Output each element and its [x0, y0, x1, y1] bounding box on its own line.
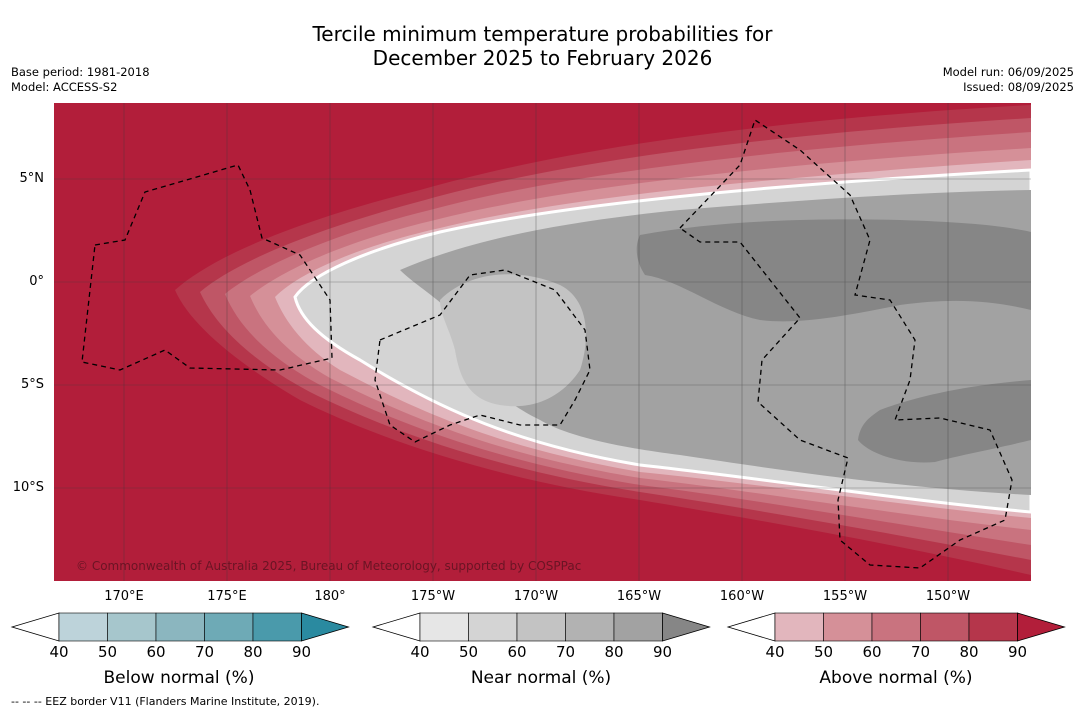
lon-label-155w: 155°W [822, 589, 868, 604]
lon-label-165w: 165°W [616, 589, 662, 604]
colorbar-tick-label: 50 [813, 643, 834, 661]
colorbar-segment [774, 612, 824, 642]
meta-right: Model run: 06/09/2025 Issued: 08/09/2025 [943, 65, 1074, 95]
colorbar-tick-label: 40 [49, 643, 69, 661]
near-band-90-upper [636, 219, 1031, 322]
colorbar-label-near: Near normal (%) [470, 668, 612, 688]
colorbar-extend-high [1017, 612, 1066, 642]
colorbar-tick-label: 90 [291, 643, 312, 661]
meta-left: Base period: 1981-2018 Model: ACCESS-S2 [11, 65, 150, 95]
colorbar-label-above: Above normal (%) [819, 668, 973, 688]
graticule [54, 103, 1031, 581]
colorbar-tick-label: 90 [1007, 643, 1028, 661]
eez-borders [81, 118, 1013, 569]
colorbar-segment [968, 612, 1018, 642]
lon-label-175e: 175°E [207, 589, 247, 604]
colorbar-segment [204, 612, 254, 642]
colorbar-tick-label: 50 [458, 643, 479, 661]
colorbar-segment [252, 612, 302, 642]
colorbar-tick-label: 50 [97, 643, 118, 661]
colorbar-tick-label: 90 [652, 643, 673, 661]
lat-label-10s: 10°S [12, 480, 44, 495]
copyright-notice: © Commonwealth of Australia 2025, Bureau… [76, 559, 581, 573]
lon-label-150w: 150°W [925, 589, 971, 604]
eez-legend-note: -- -- -- EEZ border V11 (Flanders Marine… [11, 695, 320, 708]
colorbar-tick-label: 80 [959, 643, 979, 661]
colorbar-extend-low [371, 612, 421, 642]
colorbar-segment [155, 612, 205, 642]
colorbar-tick-label: 80 [243, 643, 263, 661]
near-band-60-patch [440, 274, 586, 407]
colorbar-tick-label: 40 [410, 643, 430, 661]
colorbar-segment [613, 612, 663, 642]
lon-label-170e: 170°E [104, 589, 144, 604]
colorbar-extend-low [10, 612, 60, 642]
colorbar-2 [726, 612, 1066, 642]
colorbar-segment [823, 612, 873, 642]
lon-label-180: 180° [314, 589, 346, 604]
map-field: © Commonwealth of Australia 2025, Bureau… [54, 103, 1031, 581]
map-title-line1: Tercile minimum temperature probabilitie… [312, 22, 773, 46]
colorbar-1 [371, 612, 711, 642]
colorbar-0 [10, 612, 350, 642]
model-name: Model: ACCESS-S2 [11, 80, 118, 94]
colorbar-tick-label: 60 [146, 643, 166, 661]
colorbar-segment [871, 612, 921, 642]
colorbar-tick-label: 70 [555, 643, 576, 661]
colorbar-segment [565, 612, 615, 642]
colorbar-tick-label: 70 [910, 643, 931, 661]
base-period: Base period: 1981-2018 [11, 65, 150, 79]
model-run: Model run: 06/09/2025 [942, 65, 1074, 79]
colorbar-segment [419, 612, 469, 642]
map-title-line2: December 2025 to February 2026 [372, 46, 713, 70]
colorbar-segment [58, 612, 108, 642]
colorbar-extend-low [726, 612, 776, 642]
colorbars [10, 612, 1066, 642]
lon-label-160w: 160°W [719, 589, 765, 604]
colorbar-label-below: Below normal (%) [103, 668, 255, 688]
near-band-90-lower [858, 380, 1031, 463]
lon-label-175w: 175°W [410, 589, 456, 604]
lat-label-5s: 5°S [20, 377, 44, 392]
issued-date: Issued: 08/09/2025 [963, 80, 1074, 94]
colorbar-tick-label: 60 [507, 643, 527, 661]
colorbar-tick-label: 80 [604, 643, 624, 661]
colorbar-segment [920, 612, 970, 642]
colorbar-tick-label: 40 [765, 643, 785, 661]
colorbar-tick-label: 70 [194, 643, 215, 661]
colorbar-segment [468, 612, 518, 642]
lat-label-equator: 0° [29, 274, 44, 289]
lon-label-170w: 170°W [513, 589, 559, 604]
lat-label-5n: 5°N [19, 171, 45, 186]
colorbar-extend-high [301, 612, 350, 642]
colorbar-extend-high [662, 612, 711, 642]
colorbar-segment [516, 612, 566, 642]
colorbar-segment [107, 612, 157, 642]
colorbar-tick-label: 60 [862, 643, 882, 661]
